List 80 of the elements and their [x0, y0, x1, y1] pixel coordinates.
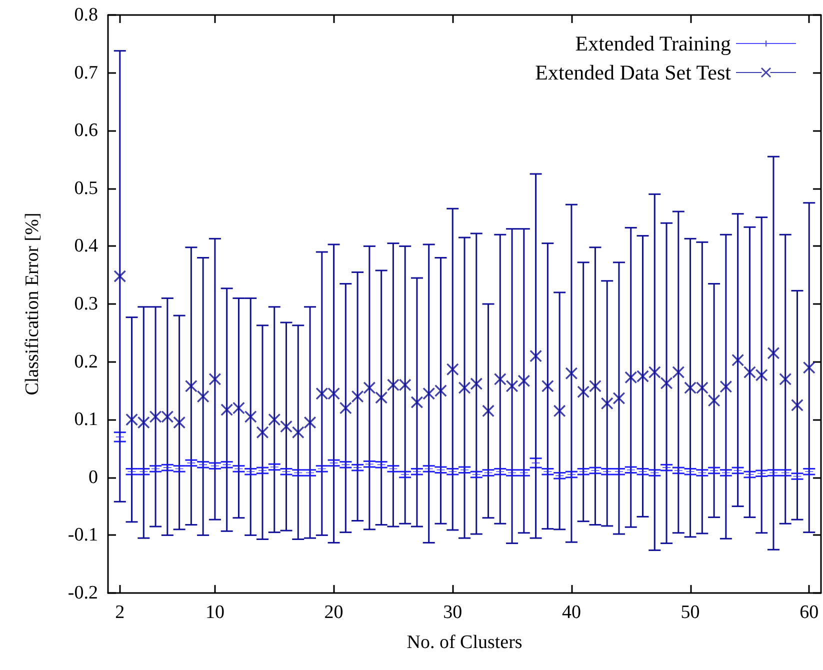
point	[399, 378, 412, 391]
point	[173, 416, 186, 428]
legend-label: Extended Training	[575, 32, 732, 56]
point	[648, 366, 661, 378]
x-tick-label: 2	[115, 602, 125, 623]
point	[660, 377, 673, 390]
point	[554, 404, 566, 417]
point	[292, 426, 304, 438]
point	[732, 354, 744, 366]
point	[328, 388, 340, 400]
point	[542, 380, 554, 392]
point	[672, 366, 684, 378]
y-tick-label: 0.5	[74, 178, 98, 199]
point	[185, 380, 198, 392]
point	[116, 432, 124, 441]
point	[791, 399, 804, 412]
y-axis-title: Classification Error [%]	[22, 212, 43, 396]
point	[744, 366, 756, 378]
y-tick-label: 0.1	[74, 409, 98, 430]
point	[530, 350, 542, 362]
point	[720, 380, 732, 393]
point	[352, 390, 364, 402]
y-tick-label: 0.4	[74, 236, 98, 257]
point	[375, 392, 388, 404]
point	[767, 347, 780, 360]
point	[684, 382, 696, 394]
y-tick-label: 0.6	[74, 120, 98, 142]
y-tick-label: 0.2	[74, 351, 98, 372]
y-tick-label: -0.2	[68, 582, 98, 604]
point	[232, 402, 245, 414]
point	[387, 378, 400, 391]
x-tick-label: 50	[680, 602, 700, 623]
point	[126, 414, 138, 426]
point	[268, 414, 280, 426]
point	[304, 416, 316, 428]
point	[340, 402, 352, 414]
point	[161, 410, 174, 423]
point	[197, 390, 210, 402]
point	[779, 373, 792, 386]
point	[482, 404, 494, 417]
y-tick-label: 0.8	[74, 4, 98, 26]
point	[458, 382, 470, 394]
point	[363, 382, 376, 394]
point	[494, 373, 506, 386]
x-tick-label: 20	[324, 602, 344, 623]
point	[624, 371, 637, 384]
point	[708, 394, 720, 407]
point	[518, 374, 530, 387]
x-axis-title: No. of Clusters	[406, 632, 522, 653]
point	[150, 410, 162, 423]
y-tick-label: 0.7	[74, 62, 98, 84]
point	[601, 397, 614, 410]
point	[565, 367, 578, 380]
point	[220, 404, 233, 416]
point	[208, 373, 221, 386]
point	[114, 270, 126, 282]
point	[422, 388, 435, 400]
y-tick-label: 0.3	[74, 294, 98, 314]
x-tick-label: 30	[443, 602, 462, 623]
point	[244, 410, 257, 423]
point	[446, 363, 459, 376]
point	[470, 378, 482, 390]
point	[434, 384, 447, 397]
point	[506, 380, 518, 392]
legend-label: Extended Data Set Test	[535, 60, 732, 84]
point	[138, 416, 150, 428]
point	[696, 382, 708, 394]
x-tick-label: 40	[562, 602, 581, 623]
point	[589, 380, 602, 392]
point	[803, 362, 816, 374]
y-tick-label: 0	[88, 466, 98, 488]
point	[756, 369, 768, 382]
point	[256, 426, 268, 438]
point	[316, 388, 328, 400]
point	[577, 386, 590, 398]
point	[636, 370, 649, 382]
point	[612, 392, 625, 404]
x-tick-label: 60	[800, 602, 819, 623]
y-tick-label: -0.1	[68, 524, 98, 546]
x-tick-label: 10	[205, 602, 224, 623]
